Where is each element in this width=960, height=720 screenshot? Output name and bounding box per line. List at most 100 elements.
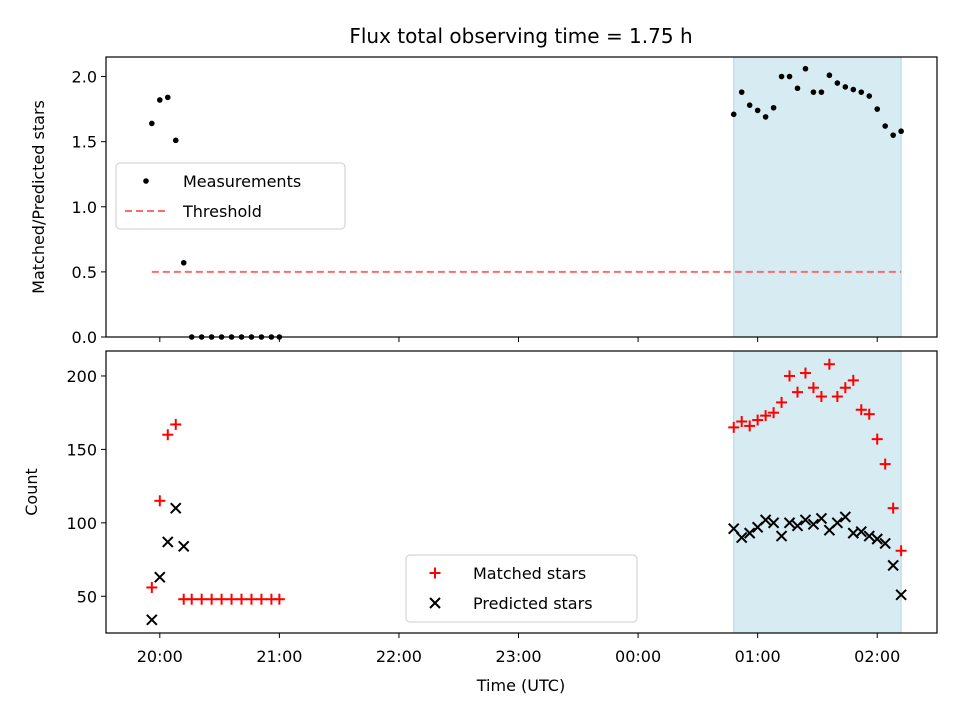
matched-star-point xyxy=(784,370,796,382)
matched-star-point xyxy=(744,420,756,432)
predicted-star-point xyxy=(799,514,812,526)
measurement-point xyxy=(858,89,865,95)
predicted-star-point xyxy=(146,614,158,626)
predicted-star-point xyxy=(887,559,899,572)
x-tick-label: 22:00 xyxy=(376,647,422,666)
predicted-star-point xyxy=(170,502,182,514)
measurement-point xyxy=(850,86,857,93)
matched-star-point xyxy=(776,396,788,408)
top-panel: 0.0 0.5 1.0 1.5 2.0 Measurements Threshold xyxy=(72,56,938,347)
chart-title: Flux total observing time = 1.75 h xyxy=(349,24,692,48)
predicted-star-point xyxy=(735,531,748,544)
matched-star-point xyxy=(863,408,875,420)
measurement-point xyxy=(898,128,904,135)
shaded-observing-window xyxy=(733,350,902,634)
legend-entry: Matched stars xyxy=(473,564,586,583)
predicted-star-point xyxy=(807,518,820,531)
measurement-point xyxy=(770,104,777,111)
measurement-point xyxy=(172,137,179,144)
measurement-point xyxy=(890,132,896,138)
matched-star-point xyxy=(752,414,764,426)
y-tick-label: 50 xyxy=(77,587,97,606)
legend-entry: Predicted stars xyxy=(473,594,593,613)
measurement-point xyxy=(826,72,833,79)
matched-star-point xyxy=(760,410,772,422)
predicted-star-point xyxy=(775,530,788,542)
legend-entry: Threshold xyxy=(182,202,262,221)
predicted-star-point xyxy=(871,533,883,545)
predicted-star-point xyxy=(154,571,166,583)
predicted-star-point xyxy=(759,514,772,526)
matched-star-point xyxy=(146,581,158,593)
x-axis-label: Time (UTC) xyxy=(476,676,565,695)
y-tick-label: 0.0 xyxy=(72,328,97,347)
measurement-point xyxy=(786,73,793,80)
predicted-star-point xyxy=(831,517,844,529)
matched-star-point xyxy=(807,382,819,394)
legend: Matched stars Predicted stars xyxy=(405,554,638,623)
matched-star-point xyxy=(196,593,208,605)
matched-star-point xyxy=(831,391,843,403)
predicted-star-point xyxy=(815,512,828,525)
matched-star-point xyxy=(154,495,166,507)
x-tick-label: 20:00 xyxy=(137,647,183,666)
matched-star-point xyxy=(216,593,228,605)
predicted-star-point xyxy=(178,540,190,553)
matched-star-point xyxy=(170,418,182,430)
legend: Measurements Threshold xyxy=(115,162,346,230)
legend-matched-marker xyxy=(429,567,441,579)
axes-frame xyxy=(105,56,938,338)
measurement-point xyxy=(778,73,785,80)
predicted-star-point xyxy=(791,520,804,532)
measurement-point xyxy=(810,89,817,95)
predicted-star-point xyxy=(855,525,867,538)
bottom-y-axis-label: Count xyxy=(22,468,41,516)
x-tick-label: 23:00 xyxy=(495,647,541,666)
matched-star-point xyxy=(206,593,218,605)
legend-entry: Measurements xyxy=(183,172,301,191)
matched-star-point xyxy=(855,404,867,416)
top-y-axis-label: Matched/Predicted stars xyxy=(29,100,48,294)
legend-predicted-marker xyxy=(429,597,441,609)
measurement-point xyxy=(882,123,888,129)
y-tick-label: 1.0 xyxy=(72,198,97,217)
measurement-point xyxy=(157,97,163,103)
x-tick-label: 00:00 xyxy=(615,647,661,666)
bottom-panel: 50 100 150 200 20:00 21:00 22:00 23:00 00:00 01:0… xyxy=(66,350,938,666)
predicted-star-point xyxy=(728,523,740,535)
matched-star-point xyxy=(871,433,883,445)
matched-star-point xyxy=(736,416,748,427)
x-tick-label: 21:00 xyxy=(256,647,302,666)
matched-star-point xyxy=(792,386,804,398)
shaded-observing-window xyxy=(733,56,902,338)
y-tick-label: 100 xyxy=(66,514,97,533)
measurement-point xyxy=(874,106,881,112)
matched-star-point xyxy=(823,358,835,370)
y-tick-label: 200 xyxy=(66,367,97,386)
measurement-point xyxy=(762,114,769,120)
predicted-star-point xyxy=(162,536,174,548)
matched-star-point xyxy=(728,421,740,433)
matched-star-point xyxy=(887,502,899,514)
predicted-star-point xyxy=(783,517,796,529)
axes-frame xyxy=(105,350,938,634)
predicted-star-point xyxy=(839,511,852,523)
matched-star-point xyxy=(245,593,257,605)
matched-star-point xyxy=(879,458,891,470)
matched-star-point xyxy=(273,593,285,605)
y-tick-label: 2.0 xyxy=(72,68,97,87)
measurement-point xyxy=(180,259,187,266)
matched-star-point xyxy=(255,593,267,605)
predicted-star-point xyxy=(879,537,891,550)
matched-star-point xyxy=(839,382,851,394)
measurement-point xyxy=(802,65,809,72)
measurement-point xyxy=(834,80,841,86)
matched-star-point xyxy=(799,367,811,379)
measurement-point xyxy=(818,89,825,95)
measurement-point xyxy=(754,107,761,114)
predicted-star-point xyxy=(895,589,907,601)
predicted-star-point xyxy=(767,517,780,529)
x-tick-label: 02:00 xyxy=(854,647,900,666)
legend-measurement-marker xyxy=(143,178,149,184)
